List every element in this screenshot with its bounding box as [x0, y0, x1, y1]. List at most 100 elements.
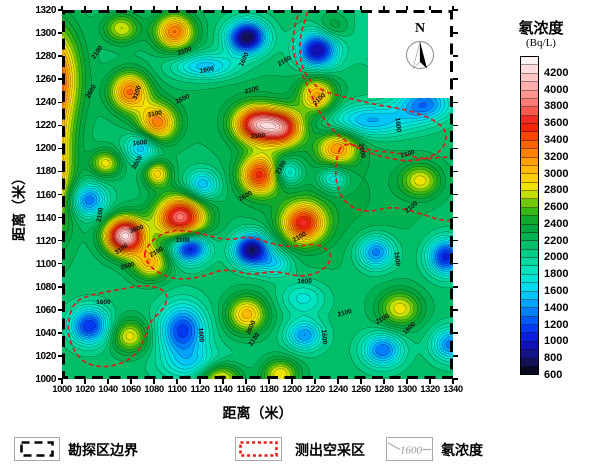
colorbar-cell — [521, 224, 538, 233]
colorbar-cell — [521, 199, 538, 208]
x-tick-label: 1040 — [98, 384, 118, 395]
y-tick-label: 1280 — [35, 51, 56, 63]
colorbar-tick-label: 4000 — [544, 83, 569, 96]
colorbar-cell — [521, 266, 538, 275]
axis-tick — [406, 5, 408, 10]
y-tick-label: 1100 — [35, 258, 57, 270]
colorbar-tick-label: 2600 — [544, 201, 569, 214]
x-tick-label: 1020 — [75, 384, 95, 395]
axis-tick — [453, 239, 458, 242]
axis-tick — [453, 216, 458, 219]
axis-tick — [57, 355, 62, 357]
colorbar-cell — [521, 124, 538, 133]
axis-tick — [453, 355, 458, 357]
y-tick-label: 1080 — [35, 281, 56, 293]
contour-value-label: 1600 — [393, 117, 402, 133]
x-tick-label: 1260 — [351, 384, 371, 395]
axis-tick — [153, 5, 155, 10]
x-tick-label: 1220 — [305, 384, 325, 395]
colorbar-cell — [521, 308, 538, 317]
axis-tick — [57, 193, 62, 196]
axis-tick — [453, 147, 458, 150]
x-tick-label: 1000 — [52, 384, 72, 395]
axis-tick — [291, 379, 293, 384]
colorbar-tick-label: 2000 — [544, 251, 569, 264]
colorbar-cell — [521, 216, 538, 225]
x-tick-label: 1340 — [443, 384, 463, 395]
colorbar-cell — [521, 82, 538, 91]
y-tick-label: 1020 — [35, 350, 56, 362]
axis-tick — [452, 379, 454, 384]
colorbar-tick-label: 2800 — [544, 184, 569, 197]
legend-label-goaf-area: 测出空采区 — [295, 442, 365, 458]
colorbar-tick-label: 2400 — [544, 217, 569, 230]
y-tick-label: 1220 — [35, 120, 56, 132]
x-tick-label: 1100 — [167, 384, 187, 395]
axis-tick — [57, 262, 62, 265]
x-tick-label: 1060 — [121, 384, 141, 395]
x-tick-label: 1160 — [236, 384, 256, 395]
x-axis-title: 距离（米） — [222, 405, 293, 421]
axis-tick — [57, 378, 62, 380]
contour-value-label: 3100 — [249, 131, 265, 141]
x-tick-label: 1320 — [420, 384, 440, 395]
axis-tick — [57, 78, 62, 80]
colorbar-cell — [521, 157, 538, 166]
axis-tick — [57, 55, 62, 57]
axis-tick — [176, 379, 178, 384]
axis-tick — [429, 379, 431, 384]
y-tick-label: 1260 — [35, 74, 56, 86]
colorbar-cell — [521, 73, 538, 83]
contour-sample-value: 1600 — [400, 445, 423, 457]
legend-symbol-goaf-area — [235, 437, 282, 461]
colorbar-title: 氡浓度 — [518, 20, 564, 37]
colorbar-tick-label: 800 — [544, 352, 563, 365]
axis-tick — [57, 286, 62, 288]
y-tick-label: 1120 — [35, 235, 57, 247]
axis-tick — [57, 101, 62, 103]
axis-tick — [453, 101, 458, 103]
colorbar-tick-label: 1800 — [544, 268, 569, 281]
axis-tick — [406, 379, 408, 384]
colorbar-cell — [521, 258, 538, 267]
colorbar-tick-label: 1400 — [544, 301, 569, 314]
axis-tick — [57, 32, 62, 34]
axis-tick — [130, 379, 132, 384]
axis-tick — [222, 5, 224, 10]
axis-tick — [337, 5, 339, 10]
axis-tick — [291, 5, 293, 10]
colorbar-tick-label: 3000 — [544, 167, 569, 180]
y-tick-label: 1200 — [35, 143, 56, 155]
axis-tick — [57, 239, 62, 242]
axis-tick — [268, 5, 270, 10]
axis-tick — [453, 262, 458, 265]
colorbar-cell — [521, 65, 538, 74]
x-tick-label: 1280 — [374, 384, 394, 395]
axis-tick — [314, 5, 316, 10]
contour-value-label: 1600 — [297, 277, 312, 285]
legend-label-contour: 氡浓度 — [441, 442, 483, 458]
colorbar-cell — [521, 274, 538, 284]
axis-tick — [57, 9, 62, 11]
colorbar-cell — [521, 140, 538, 150]
y-tick-label: 1140 — [35, 212, 57, 224]
x-tick-label: 1140 — [213, 384, 233, 395]
x-tick-label: 1080 — [144, 384, 164, 395]
axis-tick — [360, 379, 362, 384]
x-tick-label: 1180 — [259, 384, 279, 395]
axis-tick — [383, 5, 385, 10]
y-tick-label: 1160 — [35, 189, 57, 201]
colorbar-cell — [521, 283, 538, 292]
colorbar-cell — [521, 149, 538, 158]
axis-tick — [268, 379, 270, 384]
colorbar-tick-label: 1000 — [544, 335, 569, 348]
colorbar-cell — [521, 207, 538, 217]
colorbar-cell — [521, 249, 538, 258]
colorbar-cell — [521, 165, 538, 175]
contour-value-label: 1600 — [132, 138, 148, 148]
legend-label-survey-boundary: 勘探区边界 — [68, 442, 138, 458]
axis-tick — [453, 378, 458, 380]
colorbar-cell — [521, 325, 538, 334]
axis-tick — [453, 124, 458, 127]
y-axis-title: 距离（米） — [11, 171, 27, 241]
